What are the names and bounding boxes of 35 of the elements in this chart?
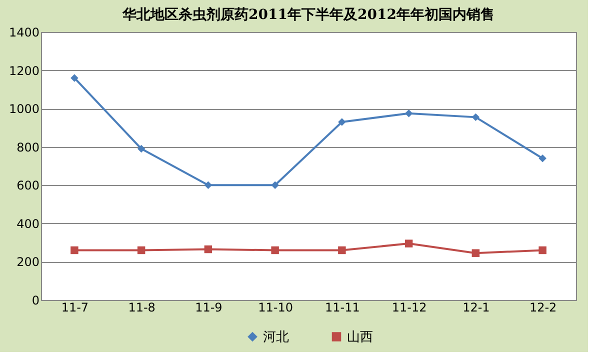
y-tick-label: 0 (32, 294, 40, 308)
x-tick-label: 12-1 (462, 300, 490, 314)
point (338, 118, 346, 126)
y-tick-label: 400 (16, 216, 40, 231)
x-tick-label: 11-12 (392, 300, 427, 314)
point (538, 154, 546, 162)
point (472, 113, 480, 122)
point (137, 144, 146, 153)
point (137, 246, 146, 254)
point (271, 246, 279, 254)
y-tick-label: 200 (16, 255, 40, 270)
y-tick-label: 600 (16, 178, 40, 193)
y-tick-label: 1400 (8, 26, 40, 40)
chart-title: 华北地区杀虫剂原药2011年下半年及2012年年初国内销售 (122, 6, 494, 23)
x-tick-label: 11-7 (61, 300, 89, 314)
point (271, 181, 279, 190)
y-tick-label: 1000 (8, 102, 40, 116)
x-tick-label: 11-8 (128, 300, 156, 314)
point (538, 246, 546, 254)
x-tick-label: 11-11 (325, 300, 360, 314)
point (70, 246, 78, 254)
point (472, 249, 480, 257)
point (70, 74, 78, 82)
point (404, 240, 413, 248)
point (404, 109, 413, 118)
point (204, 181, 212, 190)
legend-label: 河北 (263, 330, 289, 345)
x-tick-label: 12-2 (529, 300, 557, 314)
point (338, 246, 346, 254)
legend-label: 山西 (347, 330, 373, 345)
y-tick-label: 800 (16, 140, 40, 154)
point (204, 245, 212, 254)
x-tick-label: 11-10 (258, 300, 293, 314)
y-tick-label: 1200 (8, 64, 40, 78)
x-tick-label: 11-9 (195, 300, 222, 314)
